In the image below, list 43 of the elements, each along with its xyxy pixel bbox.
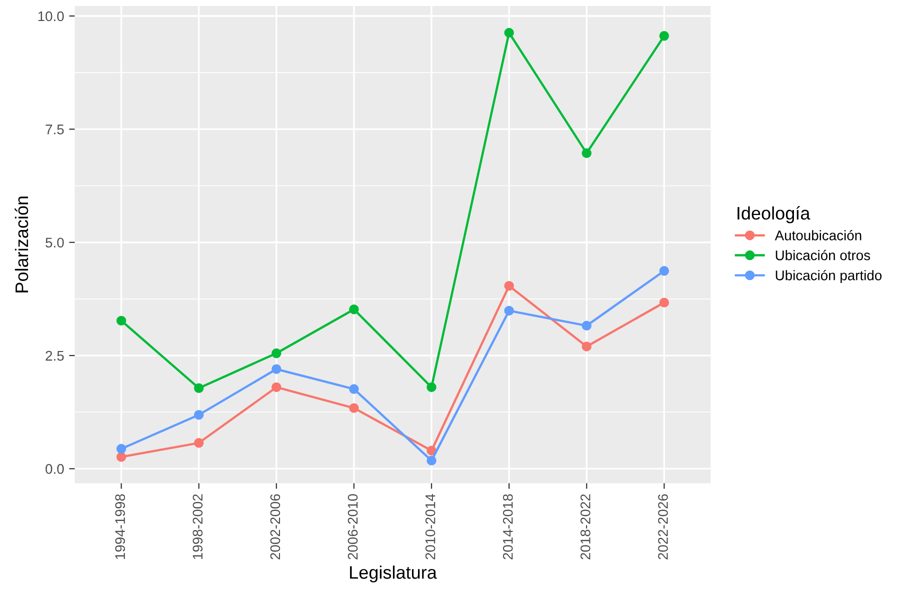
x-tick-label: 2006-2010 bbox=[348, 494, 358, 560]
point bbox=[194, 438, 204, 448]
x-axis-title: Legislatura bbox=[350, 566, 437, 582]
point bbox=[582, 342, 592, 352]
point bbox=[272, 348, 282, 358]
x-tick-label: 2002-2006 bbox=[270, 494, 280, 560]
x-tick-label: 1998-2002 bbox=[192, 494, 203, 559]
point bbox=[659, 31, 670, 41]
point bbox=[426, 382, 436, 392]
legend-label: Ubicación otros bbox=[776, 250, 870, 260]
point bbox=[659, 298, 670, 308]
point bbox=[659, 266, 670, 276]
y-tick-label: 5.0 bbox=[46, 238, 64, 248]
point bbox=[582, 320, 592, 331]
x-tick-label: 2018-2022 bbox=[580, 494, 590, 560]
point bbox=[504, 280, 514, 291]
y-tick-label: 10.0 bbox=[38, 11, 64, 22]
y-tick-label: 7.5 bbox=[46, 124, 64, 134]
point bbox=[272, 382, 282, 392]
point bbox=[116, 316, 126, 326]
point bbox=[272, 364, 282, 374]
point bbox=[116, 452, 126, 462]
point bbox=[194, 410, 204, 420]
x-tick-label: 2022-2026 bbox=[658, 494, 668, 560]
point bbox=[426, 456, 436, 466]
point bbox=[426, 446, 436, 456]
point bbox=[349, 403, 359, 413]
x-tick-label: 2010-2014 bbox=[425, 494, 436, 560]
legend-label: Autoubicación bbox=[774, 230, 862, 240]
legend-label: Ubicación partido bbox=[776, 270, 882, 284]
point bbox=[582, 148, 592, 158]
x-tick-label: 1994-1998 bbox=[115, 494, 126, 559]
y-tick-label: 0.0 bbox=[46, 464, 64, 474]
y-tick-label: 2.5 bbox=[46, 350, 64, 361]
x-tick-label: 2014-2018 bbox=[502, 494, 513, 560]
point bbox=[504, 28, 514, 38]
point bbox=[349, 384, 359, 394]
point bbox=[504, 306, 514, 316]
legend-title: Ideología bbox=[738, 206, 810, 224]
point bbox=[194, 383, 204, 393]
y-axis-title: Polarización bbox=[14, 196, 28, 292]
point bbox=[116, 444, 126, 454]
point bbox=[349, 304, 359, 314]
